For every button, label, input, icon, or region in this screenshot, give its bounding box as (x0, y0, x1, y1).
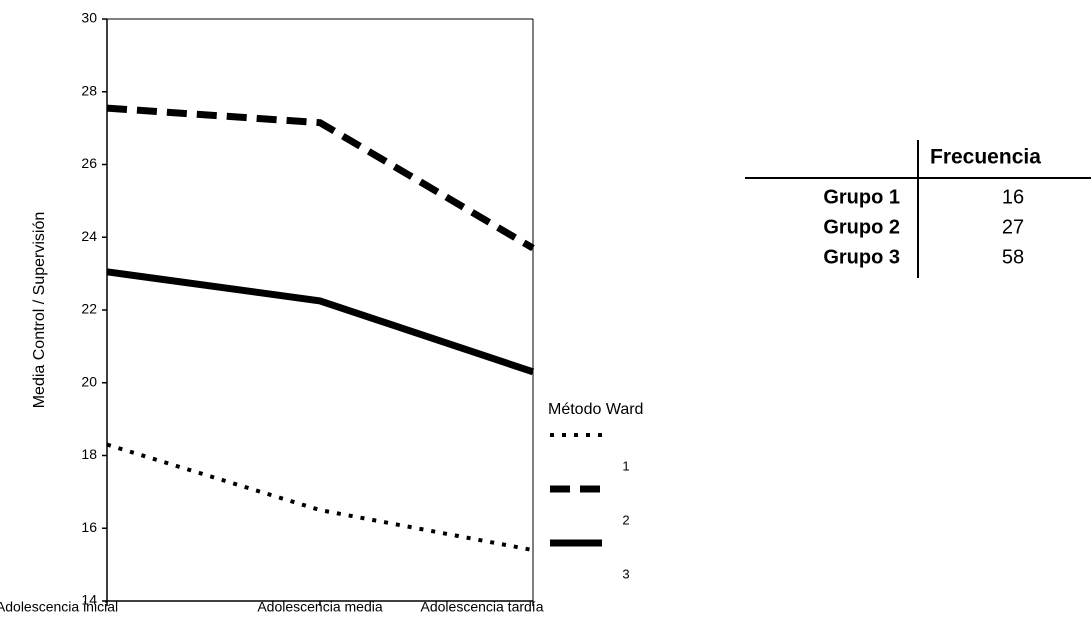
y-tick-label: 20 (81, 373, 97, 389)
x-tick-label: Adolescencia inicial (0, 599, 118, 615)
table-header: Frecuencia (930, 146, 1041, 169)
x-tick-label: Adolescencia media (257, 599, 383, 615)
legend-label: 3 (622, 566, 629, 581)
legend-label: 1 (622, 458, 629, 473)
legend-title: Método Ward (548, 401, 643, 418)
y-tick-label: 24 (81, 228, 97, 244)
y-tick-label: 28 (81, 82, 97, 98)
legend-label: 2 (622, 512, 629, 527)
row-value: 16 (1002, 186, 1024, 208)
row-value: 27 (1002, 216, 1024, 238)
y-tick-label: 18 (81, 446, 97, 462)
row-label: Grupo 3 (823, 246, 900, 268)
x-tick-label: Adolescencia tardía (421, 599, 544, 615)
y-tick-label: 26 (81, 155, 97, 171)
series-line (106, 442, 534, 553)
series-line (106, 104, 535, 252)
y-tick-label: 30 (81, 10, 97, 26)
y-tick-label: 14 (81, 592, 97, 608)
series-line (106, 268, 535, 376)
y-tick-label: 16 (81, 519, 97, 535)
row-label: Grupo 2 (823, 216, 900, 238)
row-label: Grupo 1 (823, 186, 900, 208)
frequency-table: Frecuencia Grupo 1 16 Grupo 2 27 Grupo 3 58 (745, 140, 1091, 278)
y-axis-label: Media Control / Supervisión (31, 212, 48, 409)
row-value: 58 (1002, 246, 1024, 268)
y-tick-label: 22 (81, 301, 97, 317)
